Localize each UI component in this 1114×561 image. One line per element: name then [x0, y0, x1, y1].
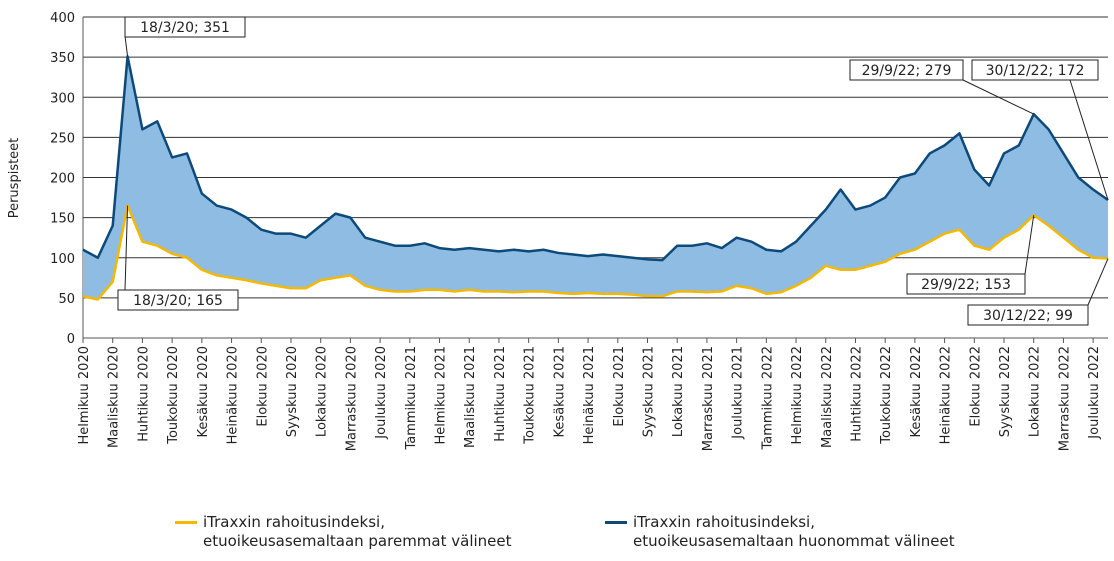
y-tick-label: 50: [58, 292, 75, 307]
x-tick-label: Tammikuu 2021: [404, 346, 419, 451]
x-tick-label: Syyskuu 2021: [641, 346, 656, 437]
band-area: [83, 56, 1108, 300]
annotation-box: [906, 273, 1026, 295]
x-tick-label: Elokuu 2021: [612, 346, 627, 427]
x-tick-label: Kesäkuu 2020: [196, 346, 211, 437]
y-axis-label: Peruspisteet: [7, 138, 22, 219]
annotation: 18/3/20; 165: [133, 293, 223, 309]
y-tick-label: 200: [50, 172, 75, 187]
y-tick-label: 100: [50, 252, 75, 267]
legend-entry: iTraxxin rahoitusindeksi, etuoikeusasema…: [175, 513, 533, 551]
x-tick-label: Helmikuu 2020: [77, 346, 92, 444]
x-tick-label: Maaliskuu 2021: [463, 346, 478, 448]
y-tick-label: 400: [50, 11, 75, 26]
x-tick-label: Marraskuu 2022: [1057, 346, 1072, 451]
x-tick-label: Helmikuu 2022: [790, 346, 805, 444]
x-tick-label: Huhtikuu 2021: [493, 346, 508, 442]
y-tick-label: 300: [50, 91, 75, 106]
annotation-box: [117, 289, 239, 311]
y-tick-label: 250: [50, 131, 75, 146]
x-tick-label: Joulukuu 2020: [374, 346, 389, 440]
legend-label: iTraxxin rahoitusindeksi, etuoikeusasema…: [203, 513, 512, 550]
x-tick-label: Heinäkuu 2021: [582, 346, 597, 444]
annotation: 29/9/22; 279: [862, 63, 952, 79]
x-tick-label: Kesäkuu 2022: [909, 346, 924, 437]
annotation-pointer: [1069, 79, 1109, 201]
x-tick-label: Toukokuu 2022: [879, 346, 894, 445]
legend-entry: iTraxxin rahoitusindeksi, etuoikeusasema…: [605, 513, 963, 551]
x-tick-label: Lokakuu 2022: [1028, 346, 1043, 437]
annotation-pointer: [124, 205, 129, 291]
series-line: [82, 204, 1109, 301]
annotation: 30/12/22; 99: [983, 308, 1073, 324]
annotation-box: [849, 59, 964, 81]
x-tick-label: Elokuu 2020: [255, 346, 270, 427]
x-tick-label: Lokakuu 2021: [671, 346, 686, 437]
y-tick-label: 0: [67, 332, 75, 347]
annotation-pointer: [962, 79, 1034, 115]
x-tick-label: Tammikuu 2022: [760, 346, 775, 451]
legend-label: iTraxxin rahoitusindeksi, etuoikeusasema…: [633, 513, 955, 550]
x-tick-label: Lokakuu 2020: [315, 346, 330, 437]
x-tick-label: Helmikuu 2021: [434, 346, 449, 444]
legend-swatch: [605, 521, 627, 524]
x-tick-label: Huhtikuu 2022: [849, 346, 864, 442]
plot: Peruspisteet 0 50 100 150 200 250 300 350 400 Hel…: [7, 11, 1109, 451]
x-tick-label: Toukokuu 2020: [166, 346, 181, 445]
annotation-box: [124, 16, 246, 38]
annotation-box: [971, 59, 1099, 81]
x-tick-label: Heinäkuu 2020: [226, 346, 241, 444]
annotation-pointer: [1024, 215, 1035, 275]
annotation-box: [967, 304, 1089, 326]
annotation: 18/3/20; 351: [140, 20, 230, 36]
x-tick-label: Maaliskuu 2022: [820, 346, 835, 448]
legend-swatch: [175, 521, 197, 524]
annotation-pointer: [124, 35, 129, 57]
x-tick-label: Syyskuu 2022: [998, 346, 1013, 437]
series-line: [82, 55, 1109, 262]
y-tick-label: 150: [50, 212, 75, 227]
x-tick-label: Joulukuu 2022: [1087, 346, 1102, 440]
annotation: 30/12/22; 172: [986, 63, 1085, 79]
x-tick-label: Kesäkuu 2021: [552, 346, 567, 437]
x-tick-label: Maaliskuu 2020: [107, 346, 122, 448]
x-tick-label: Joulukuu 2021: [731, 346, 746, 440]
x-tick-label: Huhtikuu 2020: [136, 346, 151, 442]
x-tick-label: Toukokuu 2021: [523, 346, 538, 445]
x-tick-label: Syyskuu 2020: [285, 346, 300, 437]
x-tick-label: Marraskuu 2021: [701, 346, 716, 451]
x-tick-label: Marraskuu 2020: [344, 346, 359, 451]
annotation-pointer: [1087, 258, 1109, 306]
y-tick-label: 350: [50, 51, 75, 66]
annotation: 29/9/22; 153: [921, 277, 1011, 293]
x-tick-label: Heinäkuu 2022: [939, 346, 954, 444]
x-tick-label: Elokuu 2022: [968, 346, 983, 427]
